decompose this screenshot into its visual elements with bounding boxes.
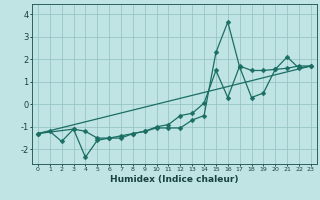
X-axis label: Humidex (Indice chaleur): Humidex (Indice chaleur) <box>110 175 239 184</box>
